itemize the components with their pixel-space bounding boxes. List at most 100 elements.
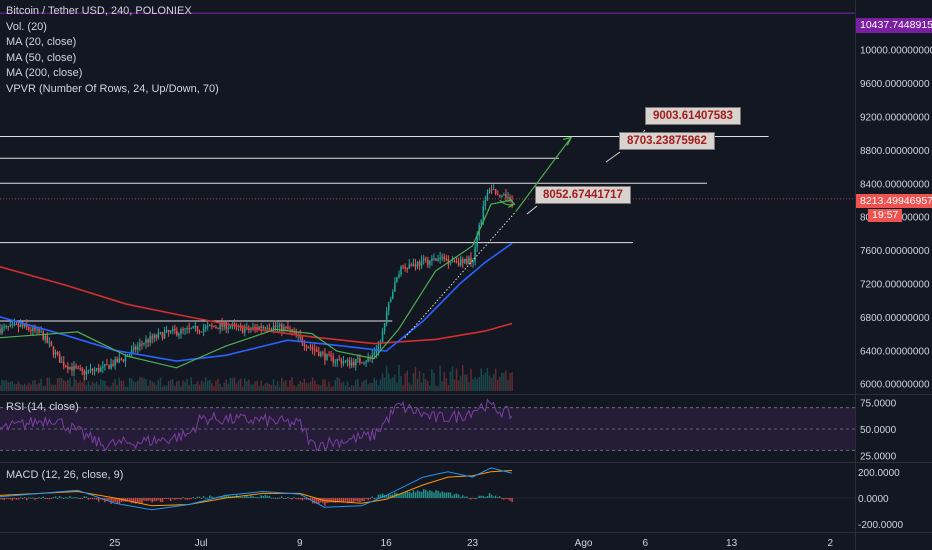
- macd-histogram-bar: [239, 496, 242, 498]
- volume-bar: [176, 381, 178, 391]
- legend-volume[interactable]: Vol. (20): [6, 20, 47, 33]
- candle-body: [227, 327, 230, 329]
- candle-body: [353, 362, 355, 366]
- volume-bar: [443, 372, 445, 391]
- volume-bar: [340, 382, 343, 391]
- volume-bar: [209, 379, 211, 391]
- macd-histogram-bar: [182, 497, 184, 499]
- volume-bar: [342, 381, 345, 391]
- macd-histogram-bar: [486, 496, 489, 498]
- macd-histogram-bar: [116, 498, 118, 504]
- volume-bar: [332, 386, 334, 391]
- candle-body: [159, 332, 162, 334]
- macd-histogram-bar: [350, 498, 353, 503]
- macd-histogram-bar: [75, 497, 77, 499]
- macd-histogram-bar: [414, 492, 417, 498]
- volume-bar: [322, 379, 324, 391]
- macd-histogram-bar: [507, 498, 509, 500]
- candle-body: [283, 326, 285, 332]
- volume-bar: [420, 382, 423, 391]
- volume-bar: [241, 386, 244, 391]
- legend-symbol[interactable]: Bitcoin / Tether USD, 240, POLONIEX: [6, 5, 192, 17]
- macd-histogram-bar: [387, 493, 390, 498]
- macd-histogram-bar: [270, 497, 273, 499]
- volume-bar: [63, 380, 65, 391]
- macd-histogram-bar: [110, 498, 112, 504]
- volume-bar: [93, 383, 96, 391]
- macd-histogram-bar: [468, 498, 470, 499]
- candle-body: [470, 257, 472, 263]
- legend-vpvr[interactable]: VPVR (Number Of Rows, 24, Up/Down, 70): [6, 82, 219, 95]
- volume-bar: [30, 384, 32, 391]
- projection-dotted-line: [404, 211, 517, 339]
- macd-histogram-bar: [291, 498, 293, 500]
- target-callout-3[interactable]: 8052.67441717: [535, 186, 631, 204]
- macd-histogram-bar: [480, 495, 483, 498]
- price-tick-label: 8400.00000000: [860, 179, 930, 190]
- volume-bar: [494, 368, 497, 391]
- macd-histogram-bar: [223, 494, 225, 498]
- candle-body: [422, 258, 425, 261]
- volume-bar: [307, 383, 310, 391]
- candle-body: [128, 354, 131, 356]
- candle-body: [180, 328, 182, 334]
- macd-histogram-bar: [346, 498, 349, 504]
- volume-bar: [147, 385, 149, 391]
- candle-body: [167, 329, 170, 333]
- candle-body: [381, 331, 384, 343]
- candle-body: [496, 194, 499, 196]
- price-tick-label: 10000.00000000: [860, 46, 932, 57]
- volume-bar: [106, 385, 108, 391]
- volume-bar: [40, 378, 42, 391]
- volume-bar: [180, 386, 182, 391]
- candle-body: [429, 260, 431, 266]
- volume-bar: [437, 386, 439, 391]
- volume-bar: [215, 380, 217, 391]
- legend-ma20[interactable]: MA (20, close): [6, 36, 77, 48]
- macd-histogram-bar: [40, 497, 42, 499]
- macd-histogram-bar: [79, 498, 81, 499]
- volume-bar: [398, 364, 400, 391]
- macd-histogram-bar: [385, 495, 388, 498]
- macd-histogram-bar: [132, 498, 135, 503]
- macd-histogram-bar: [482, 495, 485, 498]
- macd-histogram-bar: [322, 498, 324, 504]
- candle-body: [322, 352, 324, 354]
- candle-body: [408, 264, 411, 269]
- candle-body: [241, 326, 244, 333]
- macd-histogram-bar: [250, 495, 252, 498]
- volume-bar: [361, 381, 363, 391]
- candle-body: [355, 359, 357, 366]
- candle-body: [344, 360, 347, 362]
- macd-histogram-bar: [437, 490, 439, 498]
- candle-body: [44, 335, 46, 340]
- candle-body: [3, 326, 5, 328]
- macd-histogram-bar: [137, 498, 139, 503]
- macd-histogram-bar: [363, 498, 365, 501]
- target-callout-1[interactable]: 9003.61407583: [645, 107, 741, 125]
- macd-histogram-bar: [11, 498, 14, 501]
- candle-body: [145, 339, 147, 343]
- legend-ma50[interactable]: MA (50, close): [6, 51, 77, 64]
- candle-body: [348, 359, 351, 366]
- time-tick-label: 6: [642, 538, 648, 549]
- volume-bar: [344, 385, 347, 391]
- volume-bar: [25, 385, 28, 391]
- macd-histogram-bar: [371, 496, 374, 498]
- legend-ma200[interactable]: MA (200, close): [6, 67, 83, 79]
- candle-body: [194, 326, 197, 328]
- candle-body: [260, 326, 262, 328]
- volume-bar: [126, 386, 129, 391]
- volume-bar: [299, 380, 302, 391]
- candle-body: [459, 259, 462, 266]
- rsi-title[interactable]: RSI (14, close): [6, 401, 79, 413]
- volume-bar: [350, 384, 353, 391]
- macd-histogram-bar: [398, 493, 400, 498]
- volume-bar: [65, 381, 67, 391]
- macd-title[interactable]: MACD (12, 26, close, 9): [6, 469, 124, 481]
- volume-bar: [38, 383, 40, 391]
- volume-bar: [28, 382, 30, 391]
- target-callout-2[interactable]: 8703.23875962: [619, 132, 715, 150]
- projection-arrow: [563, 136, 573, 146]
